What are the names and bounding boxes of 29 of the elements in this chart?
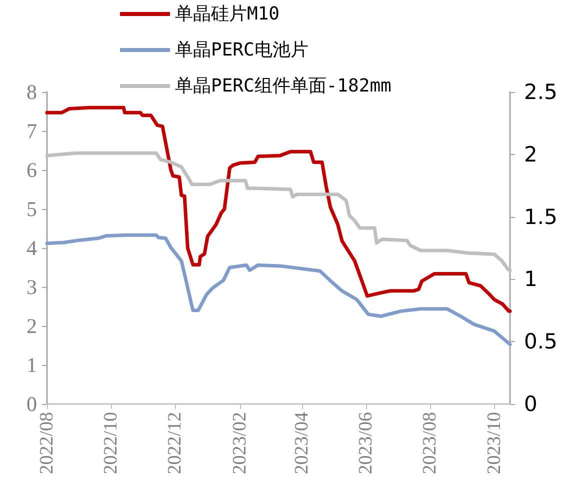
y2-tick-label: 2 [524,142,538,166]
x-tick-label: 2023/06 [356,412,377,474]
x-tick-label: 2023/02 [230,412,251,474]
y-tick-label: 6 [26,158,37,182]
x-tick-label: 2023/10 [484,412,505,474]
y-tick-label: 0 [26,392,37,416]
x-tick-label: 2023/08 [420,412,441,474]
legend-label: 单晶PERC组件单面-182mm [175,76,392,96]
x-tick-label: 2023/04 [292,412,313,474]
y-tick-label: 8 [26,80,37,104]
legend-label: 单晶PERC电池片 [175,40,308,60]
x-tick-label: 2022/10 [100,412,122,474]
y2-tick-label: 0.5 [524,330,558,354]
y-tick-label: 2 [26,314,37,338]
y2-tick-label: 1.5 [524,204,558,229]
y-tick-label: 7 [26,119,37,143]
line-series [45,233,512,346]
legend-label: 单晶硅片M10 [175,4,280,24]
x-tick-label: 2022/08 [36,412,58,474]
y2-tick-label: 0 [524,392,538,416]
x-tick-label: 2022/12 [164,412,186,474]
y-tick-label: 4 [26,236,38,260]
y-tick-label: 3 [26,275,37,299]
y-tick-label: 1 [26,353,37,377]
line-series [45,151,512,272]
y-tick-label: 5 [26,197,37,221]
y2-tick-label: 2.5 [524,80,558,104]
line-series [45,106,512,313]
y2-tick-label: 1 [524,267,538,292]
